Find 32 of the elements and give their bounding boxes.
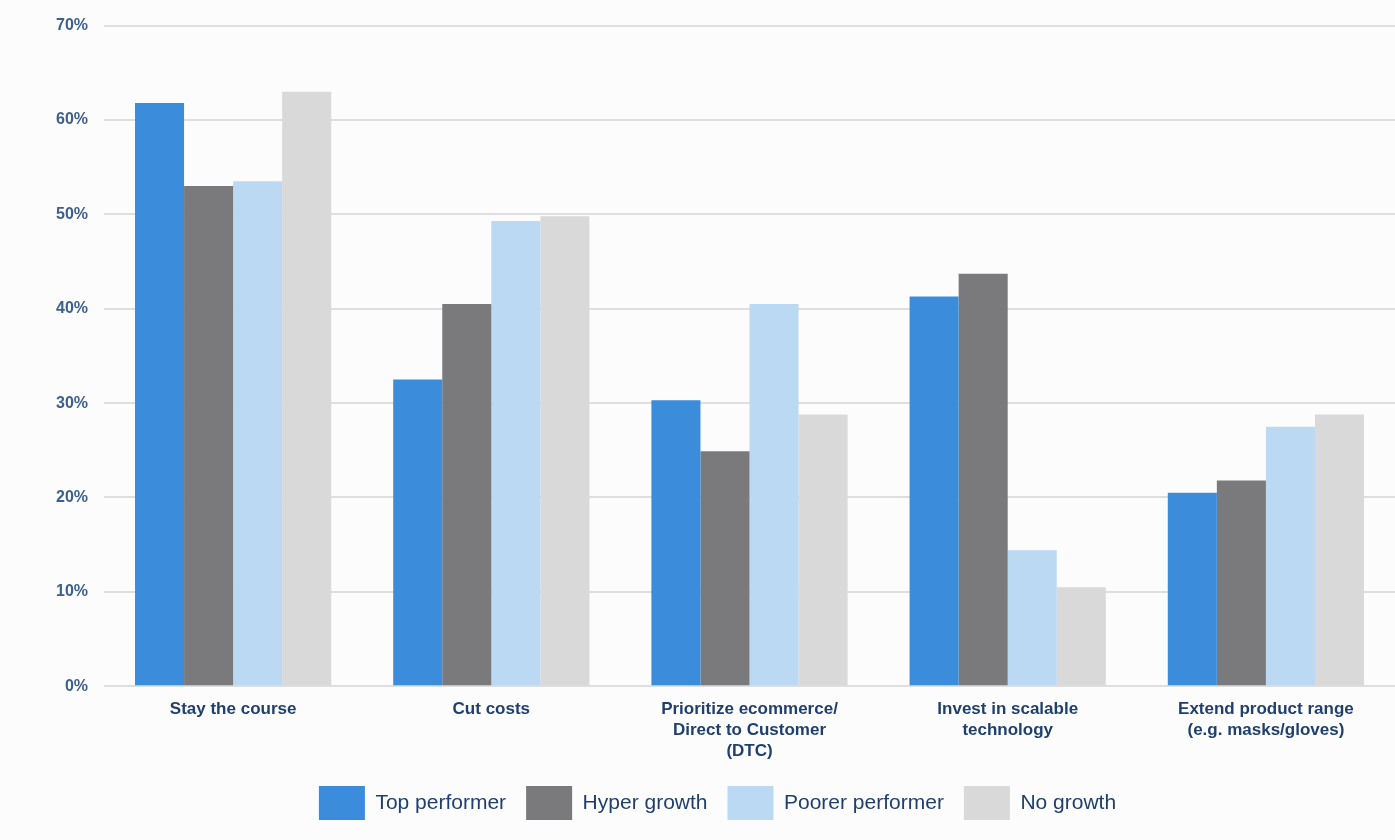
y-tick-label: 60% xyxy=(55,110,89,128)
legend-label: Poorer performer xyxy=(784,789,944,813)
bar xyxy=(700,451,750,686)
bar xyxy=(1216,480,1266,686)
x-tick-label: Extend product range (e.g. masks/gloves) xyxy=(1178,698,1354,739)
y-tick-label: 70% xyxy=(55,16,89,34)
bar xyxy=(1007,550,1057,686)
x-tick-label: Cut costs xyxy=(452,698,531,718)
bar xyxy=(491,220,541,686)
legend-label: Top performer xyxy=(375,789,507,813)
bar xyxy=(1265,426,1315,686)
x-tick-label: Prioritize ecommerce/ Direct to Customer (DTC) xyxy=(661,698,839,761)
bar xyxy=(651,400,701,686)
y-tick-label: 30% xyxy=(55,393,89,411)
bar xyxy=(909,296,959,686)
y-tick-label: 50% xyxy=(55,204,89,222)
bar xyxy=(1167,492,1217,686)
bar xyxy=(184,186,234,686)
bar xyxy=(393,379,443,686)
bar xyxy=(442,304,492,686)
x-tick-label: Invest in scalable technology xyxy=(937,698,1079,739)
y-tick-label: 20% xyxy=(55,487,89,505)
legend-label: No growth xyxy=(1020,789,1117,813)
y-tick-label: 40% xyxy=(55,299,89,317)
bar xyxy=(135,102,185,686)
bar xyxy=(749,304,799,686)
y-tick-label: 0% xyxy=(64,676,89,694)
y-tick-label: 10% xyxy=(55,582,89,600)
legend-label: Hyper growth xyxy=(582,789,708,813)
x-tick-label: Stay the course xyxy=(169,698,297,718)
bar xyxy=(233,181,283,686)
bar xyxy=(958,273,1008,686)
